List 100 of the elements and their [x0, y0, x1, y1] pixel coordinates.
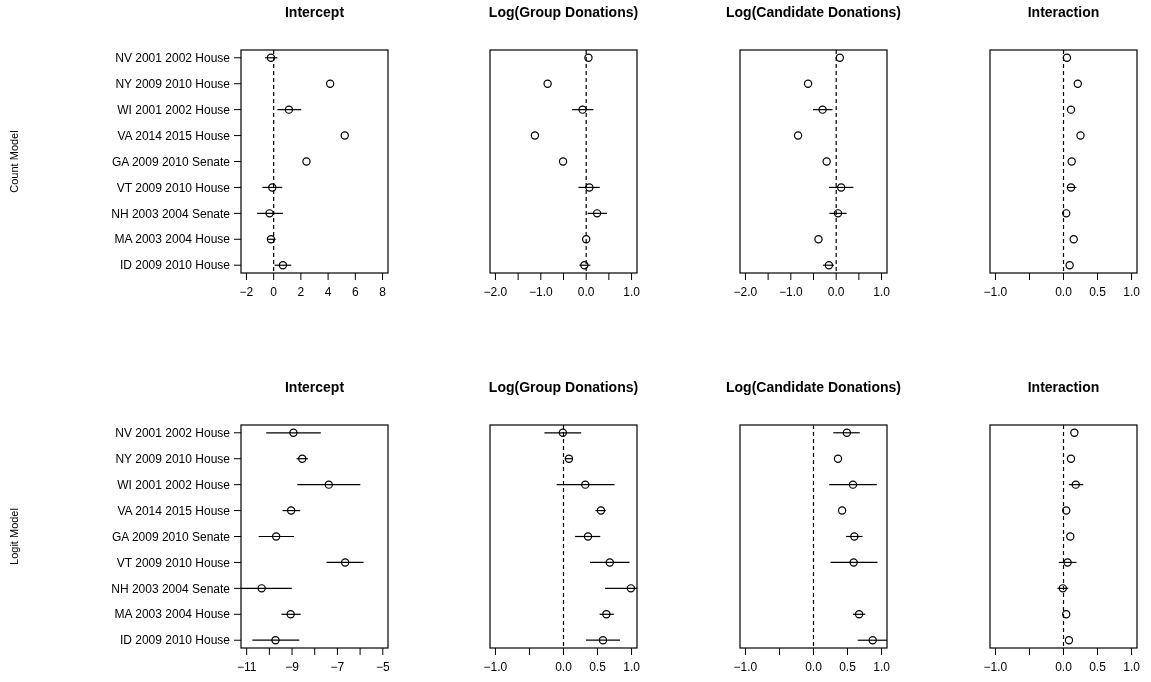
- y-tick-label: NH 2003 2004 Senate: [111, 581, 231, 596]
- point: [340, 131, 349, 140]
- x-tick-label: 0.5: [1089, 285, 1107, 299]
- point: [325, 79, 335, 88]
- point: [257, 584, 266, 593]
- point: [584, 53, 593, 62]
- point: [1070, 428, 1079, 437]
- point: [578, 105, 587, 114]
- x-tick-label: −2.0: [733, 285, 758, 299]
- x-tick-label: −2: [239, 285, 254, 299]
- chart-title: Log(Group Donations): [488, 4, 639, 20]
- point: [854, 610, 864, 619]
- point: [1066, 454, 1076, 463]
- x-tick-label: −1.0: [528, 285, 553, 299]
- x-tick-label: −1.0: [983, 285, 1008, 299]
- point: [1063, 558, 1072, 567]
- point: [814, 235, 823, 244]
- point: [268, 183, 277, 192]
- point: [289, 428, 298, 437]
- point: [818, 105, 827, 114]
- y-tick-label: NH 2003 2004 Senate: [111, 206, 231, 221]
- chart-title: Log(Group Donations): [488, 379, 639, 395]
- point: [530, 131, 540, 140]
- chart-title: Log(Candidate Donations): [726, 4, 901, 20]
- x-tick-label: −1.0: [983, 660, 1008, 674]
- point: [833, 454, 843, 463]
- point: [1076, 131, 1085, 140]
- point: [266, 53, 276, 62]
- point: [598, 636, 608, 645]
- x-tick-label: 0.5: [589, 660, 607, 674]
- x-tick-label: −9: [285, 660, 300, 674]
- y-tick-label: NY 2009 2010 House: [115, 76, 231, 91]
- point: [833, 209, 843, 218]
- point: [284, 105, 294, 114]
- y-tick-label: MA 2003 2004 House: [114, 232, 231, 247]
- x-tick-label: −1.0: [483, 660, 508, 674]
- y-tick-label: GA 2009 2010 Senate: [111, 529, 231, 544]
- y-tick-label: ID 2009 2010 House: [119, 258, 231, 273]
- y-tick-label: WI 2001 2002 House: [117, 477, 231, 492]
- point: [1062, 209, 1071, 218]
- point: [583, 532, 593, 541]
- x-tick-label: 1.0: [1123, 285, 1141, 299]
- point: [324, 480, 333, 489]
- point: [1062, 53, 1072, 62]
- point: [602, 610, 611, 619]
- point: [1067, 157, 1076, 166]
- x-tick-label: 0.0: [577, 285, 595, 299]
- point: [824, 261, 834, 270]
- y-tick-label: VT 2009 2010 House: [116, 180, 231, 195]
- chart-title: Interaction: [1027, 4, 1100, 20]
- point: [592, 209, 602, 218]
- point: [849, 558, 858, 567]
- x-tick-label: 1.0: [873, 660, 891, 674]
- x-tick-label: −1.0: [778, 285, 803, 299]
- y-tick-label: GA 2009 2010 Senate: [111, 154, 231, 169]
- x-tick-label: 6: [351, 285, 359, 299]
- point: [286, 610, 295, 619]
- x-tick-label: 2: [297, 285, 305, 299]
- y-tick-label: VA 2014 2015 House: [117, 128, 231, 143]
- point: [266, 235, 276, 244]
- point: [1058, 584, 1068, 593]
- y-tick-label: MA 2003 2004 House: [114, 607, 231, 622]
- point: [822, 157, 831, 166]
- y-tick-label: NV 2001 2002 House: [115, 425, 231, 440]
- chart-title: Intercept: [284, 4, 345, 20]
- point: [298, 454, 307, 463]
- x-tick-label: −11: [236, 660, 257, 674]
- point: [278, 261, 288, 270]
- point: [626, 584, 636, 593]
- x-tick-label: 0: [270, 285, 278, 299]
- point: [1062, 506, 1071, 515]
- y-tick-label: WI 2001 2002 House: [117, 102, 231, 117]
- x-tick-label: −1.0: [733, 660, 758, 674]
- point: [1073, 79, 1082, 88]
- point: [543, 79, 552, 88]
- x-tick-label: 0.0: [555, 660, 573, 674]
- point: [271, 532, 281, 541]
- point: [580, 261, 589, 270]
- x-tick-label: 1.0: [623, 285, 641, 299]
- x-tick-label: −5: [375, 660, 390, 674]
- point: [837, 506, 847, 515]
- point: [581, 480, 590, 489]
- chart-title: Intercept: [284, 379, 345, 395]
- point: [850, 532, 859, 541]
- x-tick-label: 1.0: [1123, 660, 1141, 674]
- y-axis-title: Count Model: [8, 130, 20, 193]
- point: [581, 235, 591, 244]
- point: [585, 183, 594, 192]
- point: [1066, 532, 1075, 541]
- x-tick-label: 0.5: [1089, 660, 1107, 674]
- x-tick-label: 0.0: [1055, 660, 1073, 674]
- y-axis-title: Logit Model: [8, 508, 20, 565]
- x-tick-label: 1.0: [873, 285, 891, 299]
- point: [793, 131, 803, 140]
- x-tick-label: 0.0: [827, 285, 845, 299]
- y-tick-label: ID 2009 2010 House: [119, 633, 231, 648]
- point: [1071, 480, 1080, 489]
- point: [558, 157, 568, 166]
- x-tick-label: −7: [330, 660, 345, 674]
- x-tick-label: −2.0: [483, 285, 508, 299]
